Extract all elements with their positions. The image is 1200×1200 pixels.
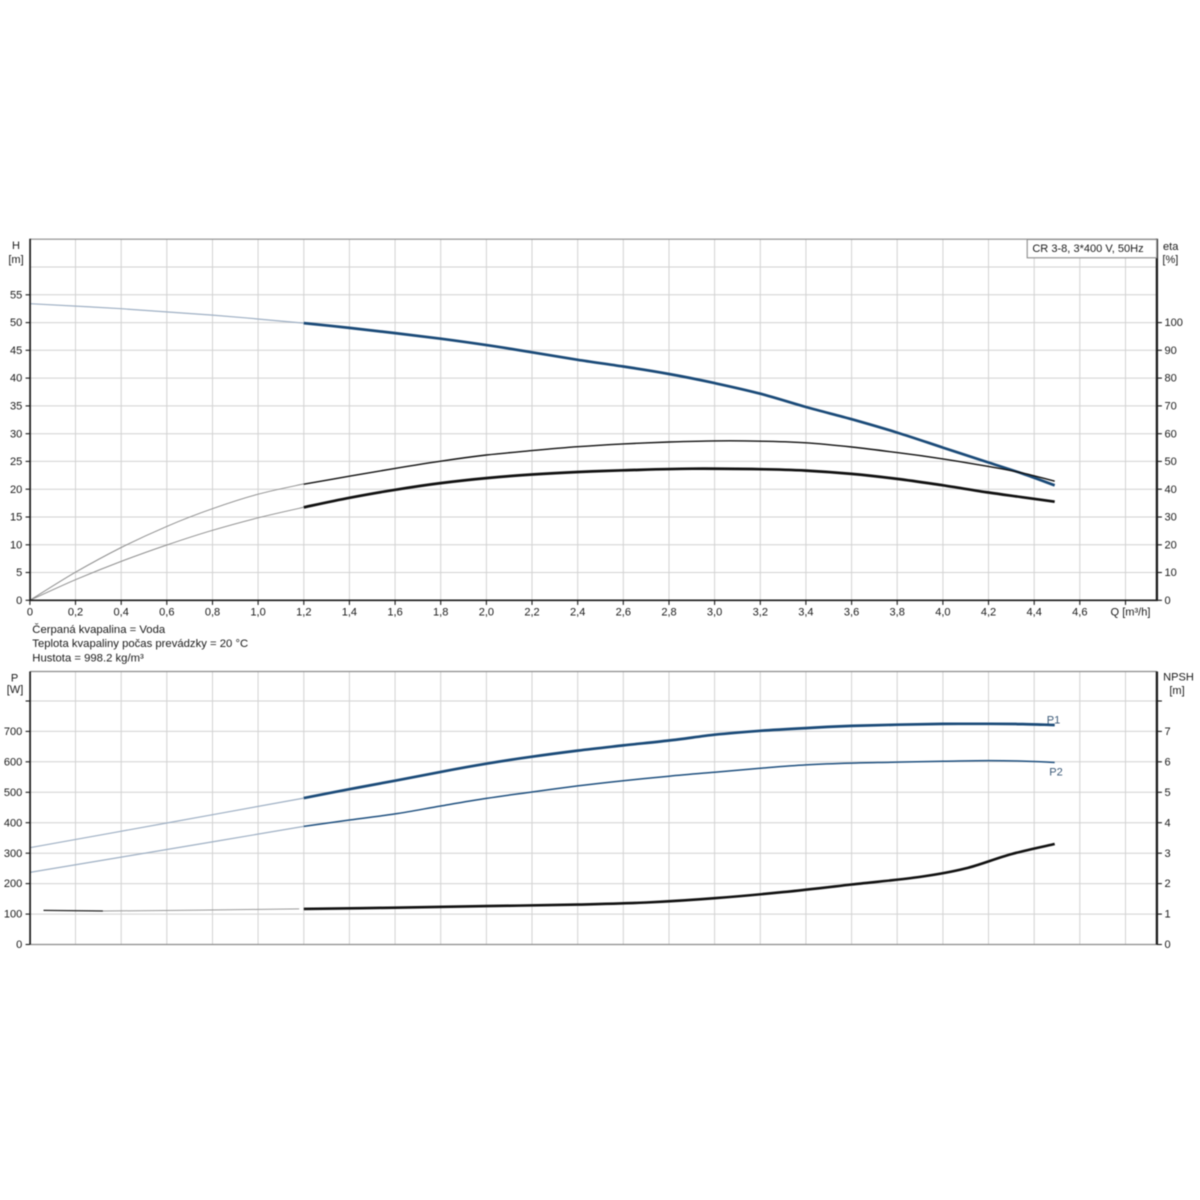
svg-text:0: 0 bbox=[1165, 595, 1171, 607]
svg-text:3,4: 3,4 bbox=[798, 607, 813, 619]
svg-text:100: 100 bbox=[4, 909, 22, 921]
svg-text:70: 70 bbox=[1165, 401, 1177, 413]
svg-text:1: 1 bbox=[1165, 909, 1171, 921]
svg-text:0,4: 0,4 bbox=[114, 607, 129, 619]
svg-text:0: 0 bbox=[16, 595, 22, 607]
svg-text:5: 5 bbox=[16, 567, 22, 579]
svg-text:0: 0 bbox=[16, 939, 22, 951]
svg-text:3,0: 3,0 bbox=[707, 607, 722, 619]
svg-text:60: 60 bbox=[1165, 428, 1177, 440]
svg-text:700: 700 bbox=[4, 726, 22, 738]
svg-text:1,2: 1,2 bbox=[296, 607, 311, 619]
svg-text:6: 6 bbox=[1165, 756, 1171, 768]
svg-text:3,6: 3,6 bbox=[844, 607, 859, 619]
svg-text:Hustota = 998.2 kg/m³: Hustota = 998.2 kg/m³ bbox=[32, 652, 144, 664]
svg-text:40: 40 bbox=[1165, 484, 1177, 496]
svg-text:50: 50 bbox=[10, 317, 22, 329]
svg-text:Teplota kvapaliny počas prevád: Teplota kvapaliny počas prevádzky = 20 °… bbox=[32, 638, 248, 650]
svg-text:Q [m³/h]: Q [m³/h] bbox=[1111, 607, 1151, 619]
svg-text:4: 4 bbox=[1165, 817, 1171, 829]
svg-text:1,6: 1,6 bbox=[387, 607, 402, 619]
svg-text:4,2: 4,2 bbox=[981, 607, 996, 619]
svg-text:0,6: 0,6 bbox=[159, 607, 174, 619]
svg-text:H: H bbox=[12, 240, 20, 252]
svg-text:10: 10 bbox=[10, 539, 22, 551]
svg-text:50: 50 bbox=[1165, 456, 1177, 468]
svg-text:P1: P1 bbox=[1047, 715, 1061, 727]
svg-text:7: 7 bbox=[1165, 726, 1171, 738]
svg-text:20: 20 bbox=[10, 484, 22, 496]
svg-text:3: 3 bbox=[1165, 848, 1171, 860]
svg-text:200: 200 bbox=[4, 878, 22, 890]
svg-text:1,8: 1,8 bbox=[433, 607, 448, 619]
svg-text:90: 90 bbox=[1165, 345, 1177, 357]
svg-text:[m]: [m] bbox=[8, 254, 23, 266]
svg-text:2,2: 2,2 bbox=[524, 607, 539, 619]
svg-text:10: 10 bbox=[1165, 567, 1177, 579]
svg-text:30: 30 bbox=[10, 428, 22, 440]
svg-text:4,0: 4,0 bbox=[935, 607, 950, 619]
svg-text:0,8: 0,8 bbox=[205, 607, 220, 619]
svg-text:1,4: 1,4 bbox=[342, 607, 357, 619]
svg-text:600: 600 bbox=[4, 756, 22, 768]
svg-text:15: 15 bbox=[10, 512, 22, 524]
svg-text:0,2: 0,2 bbox=[68, 607, 83, 619]
svg-text:30: 30 bbox=[1165, 512, 1177, 524]
svg-text:0: 0 bbox=[27, 607, 33, 619]
svg-text:3,2: 3,2 bbox=[753, 607, 768, 619]
svg-text:20: 20 bbox=[1165, 539, 1177, 551]
svg-text:40: 40 bbox=[10, 373, 22, 385]
svg-text:80: 80 bbox=[1165, 373, 1177, 385]
svg-text:P: P bbox=[11, 673, 18, 685]
svg-text:55: 55 bbox=[10, 289, 22, 301]
svg-text:[m]: [m] bbox=[1169, 685, 1184, 697]
svg-text:NPSH: NPSH bbox=[1163, 672, 1194, 684]
svg-text:25: 25 bbox=[10, 456, 22, 468]
svg-text:3,8: 3,8 bbox=[890, 607, 905, 619]
svg-text:0: 0 bbox=[1165, 939, 1171, 951]
svg-text:2,6: 2,6 bbox=[616, 607, 631, 619]
svg-text:4,6: 4,6 bbox=[1072, 607, 1087, 619]
svg-text:P2: P2 bbox=[1049, 767, 1063, 779]
svg-text:Čerpaná kvapalina = Voda: Čerpaná kvapalina = Voda bbox=[32, 623, 166, 636]
svg-text:500: 500 bbox=[4, 787, 22, 799]
svg-text:35: 35 bbox=[10, 401, 22, 413]
svg-text:2,8: 2,8 bbox=[661, 607, 676, 619]
svg-text:45: 45 bbox=[10, 345, 22, 357]
svg-text:eta: eta bbox=[1163, 241, 1179, 253]
svg-text:400: 400 bbox=[4, 817, 22, 829]
svg-text:2: 2 bbox=[1165, 878, 1171, 890]
svg-text:1,0: 1,0 bbox=[250, 607, 265, 619]
svg-text:CR 3-8, 3*400 V, 50Hz: CR 3-8, 3*400 V, 50Hz bbox=[1032, 243, 1143, 255]
svg-text:2,0: 2,0 bbox=[479, 607, 494, 619]
svg-text:5: 5 bbox=[1165, 787, 1171, 799]
svg-text:2,4: 2,4 bbox=[570, 607, 585, 619]
svg-text:100: 100 bbox=[1165, 317, 1183, 329]
svg-text:4,4: 4,4 bbox=[1027, 607, 1042, 619]
svg-text:300: 300 bbox=[4, 848, 22, 860]
svg-text:[W]: [W] bbox=[7, 684, 24, 696]
svg-text:[%]: [%] bbox=[1162, 254, 1178, 266]
